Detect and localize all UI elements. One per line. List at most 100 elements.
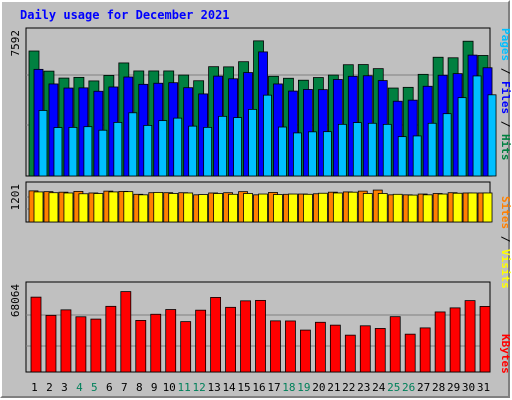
bar-visits-day-16: [258, 193, 268, 223]
bar-kbytes-day-11: [180, 321, 192, 373]
chart-panels: 7592 1201 68064: [9, 27, 497, 373]
bar-pages-day-15: [248, 109, 257, 177]
x-tick-label-day-20: 20: [312, 381, 325, 394]
bar-kbytes-day-8: [135, 320, 147, 373]
bar-pages-day-27: [427, 122, 437, 177]
legend-item-files: Files: [499, 81, 512, 114]
bar-kbytes-day-12: [195, 309, 207, 373]
bar-pages-day-24: [382, 123, 392, 177]
bar-visits-day-25: [392, 193, 403, 223]
bar-visits-day-10: [168, 193, 179, 223]
bar-pages-day-3: [68, 126, 78, 177]
bar-kbytes-day-14: [225, 306, 236, 373]
bar-visits-day-26: [407, 194, 418, 223]
bar-pages-day-2: [53, 127, 63, 177]
bar-visits-day-15: [243, 193, 253, 223]
bar-visits-day-22: [347, 191, 358, 223]
bar-pages-day-31: [487, 94, 497, 177]
bar-kbytes-day-1: [30, 296, 42, 373]
bar-kbytes-day-3: [60, 309, 72, 373]
bar-visits-day-24: [377, 193, 388, 223]
legend-item-visits: Visits: [499, 249, 512, 289]
bar-pages-day-25: [397, 136, 407, 177]
bar-visits-day-8: [138, 194, 149, 223]
bar-pages-day-9: [158, 120, 168, 177]
bar-visits-day-17: [273, 194, 283, 223]
bar-visits-day-27: [422, 194, 433, 223]
bar-pages-day-18: [293, 132, 302, 177]
bar-kbytes-day-21: [329, 324, 341, 373]
legend-item-pages: Pages: [499, 28, 512, 61]
bar-visits-day-13: [213, 193, 224, 223]
bar-pages-day-30: [472, 75, 482, 177]
x-tick-label-day-4: 4: [76, 381, 83, 394]
bar-pages-day-22: [352, 122, 362, 177]
x-tick-label-day-23: 23: [357, 381, 370, 394]
x-tick-label-day-3: 3: [61, 381, 68, 394]
bar-visits-day-12: [198, 194, 209, 223]
bar-visits-day-20: [317, 192, 328, 223]
bar-pages-day-1: [38, 110, 48, 177]
panel-visitors-max-label: 1201: [9, 184, 22, 211]
series-pages: [38, 75, 497, 177]
bar-pages-day-23: [367, 122, 377, 177]
legend-volume: KBytes: [499, 334, 512, 374]
x-tick-label-day-2: 2: [46, 381, 53, 394]
bar-kbytes-day-7: [120, 291, 132, 373]
x-tick-label-day-31: 31: [477, 381, 490, 394]
x-tick-label-day-19: 19: [297, 381, 310, 394]
bar-pages-day-4: [83, 126, 93, 177]
bar-pages-day-8: [143, 125, 153, 177]
bar-kbytes-day-26: [404, 333, 416, 373]
bar-visits-day-1: [33, 191, 44, 223]
x-tick-label-day-18: 18: [282, 381, 295, 394]
legend-separator: /: [499, 61, 512, 81]
bar-visits-day-30: [467, 192, 478, 223]
x-tick-label-day-26: 26: [402, 381, 415, 394]
bar-kbytes-day-25: [389, 316, 401, 373]
bar-kbytes-day-27: [419, 327, 431, 373]
x-tick-label-day-1: 1: [31, 381, 38, 394]
bar-visits-day-19: [303, 193, 313, 223]
bar-pages-day-10: [173, 117, 183, 177]
legend-item-kbytes: KBytes: [499, 334, 512, 374]
bar-kbytes-day-5: [90, 318, 102, 373]
bar-kbytes-day-19: [300, 329, 311, 373]
panel-traffic-max-label: 7592: [9, 30, 22, 57]
x-tick-label-day-25: 25: [387, 381, 400, 394]
bar-visits-day-9: [153, 192, 164, 223]
x-tick-label-day-27: 27: [417, 381, 430, 394]
bar-visits-day-7: [123, 191, 134, 223]
bar-pages-day-11: [188, 125, 198, 177]
x-tick-label-day-17: 17: [267, 381, 280, 394]
bar-pages-day-16: [263, 94, 272, 177]
series-visits: [33, 191, 493, 223]
bar-kbytes-day-16: [255, 299, 266, 373]
x-tick-label-day-8: 8: [136, 381, 143, 394]
bar-pages-day-5: [98, 129, 108, 177]
bar-pages-day-12: [203, 126, 213, 177]
x-tick-label-day-30: 30: [462, 381, 475, 394]
x-tick-label-day-10: 10: [163, 381, 176, 394]
x-tick-label-day-28: 28: [432, 381, 445, 394]
x-tick-label-day-24: 24: [372, 381, 386, 394]
x-tick-label-day-14: 14: [222, 381, 236, 394]
bar-visits-day-6: [108, 191, 119, 223]
bar-kbytes-day-31: [479, 306, 491, 373]
bar-pages-day-6: [113, 122, 123, 177]
bar-pages-day-7: [128, 112, 138, 177]
x-tick-label-day-12: 12: [193, 381, 206, 394]
x-tick-label-day-6: 6: [106, 381, 113, 394]
bar-visits-day-28: [437, 193, 448, 223]
panel-traffic: 7592: [9, 27, 497, 177]
bar-visits-day-31: [482, 192, 493, 223]
panel-volume: 68064: [9, 281, 491, 373]
bar-kbytes-day-20: [314, 321, 326, 373]
bar-visits-day-5: [93, 193, 104, 223]
legend-item-hits: Hits: [499, 134, 512, 161]
x-tick-label-day-21: 21: [327, 381, 340, 394]
x-tick-label-day-7: 7: [121, 381, 128, 394]
bar-pages-day-26: [412, 135, 422, 177]
x-tick-label-day-13: 13: [207, 381, 220, 394]
bar-pages-day-14: [233, 117, 242, 177]
